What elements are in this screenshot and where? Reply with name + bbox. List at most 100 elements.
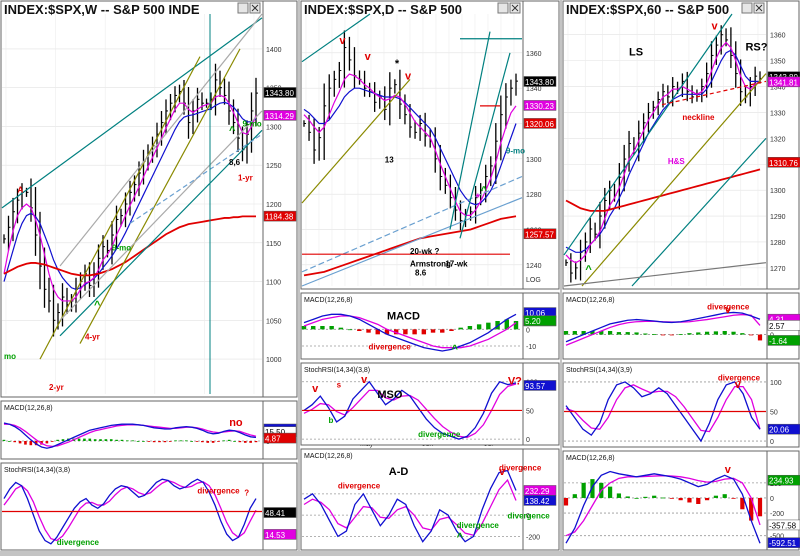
hourly-macd-main-line [565,311,761,343]
daily-macd-histogram-bar [347,329,353,331]
hourly-zoom-button[interactable] [741,2,753,14]
hourly-ad-value-tag: 234.93 [769,477,794,486]
weekly-stoch-pane: 50StochRSI(14,34)(3,8)divergencedivergen… [0,462,298,551]
weekly-macd-value-tag-bg [263,432,297,444]
weekly-macd-histogram-bar [142,441,145,442]
daily-price-annotation: v [405,70,412,82]
hourly-title: INDEX:$SPX,60 -- S&P 500 [566,2,729,17]
daily-macd-histogram-bar [403,329,408,335]
weekly-price-annotation: ^ [94,300,101,312]
weekly-stoch-annotation: ? [244,488,249,497]
weekly-macd-histogram-bar [109,439,113,441]
hourly-macd-annotation: divergence [707,303,750,312]
weekly-price-ytick-label: 1200 [266,202,282,209]
daily-ma-slow-line [303,87,517,206]
weekly-price-ytick-label: 1300 [266,124,282,131]
daily-macd-histogram-bar [311,326,316,330]
daily-price-value-tag: 1257.57 [525,230,554,239]
hourly-close-button[interactable] [753,2,765,14]
close-icon-stroke [251,4,259,12]
weekly-macd-histogram-bar [136,441,140,442]
weekly-macd-histogram-bar [222,440,226,442]
daily-ad-main-line [303,469,517,543]
daily-price-ytick-label: 1340 [526,86,542,93]
hourly-ad-annotation: v [725,464,732,476]
weekly-stoch-main-line [3,478,257,545]
daily-price-annotation: 13 [385,155,394,164]
daily-zoom-button[interactable] [497,2,509,14]
daily-macd-histogram-bar [301,326,307,330]
hourly-ad-histogram-bar [625,496,630,498]
weekly-zoom-button[interactable] [237,2,249,14]
daily-price-value-tag: 1343.80 [525,78,554,87]
daily-macd-histogram-bar [338,327,344,330]
daily-price-annotation: 9-mo [506,147,525,156]
weekly-macd-histogram-bar [45,441,49,444]
weekly-macd-histogram-bar [8,441,11,442]
hourly-macd-histogram-bar [669,334,674,336]
daily-macd-histogram-bar [384,329,390,335]
weekly-price-annotation: ^ [229,125,236,137]
hourly-price-ytick-label: 1320 [770,136,786,143]
daily-stoch-value-tag: 93.57 [525,382,546,391]
daily-close-button[interactable] [509,2,521,14]
hourly-macd-histogram-bar [599,331,604,335]
daily-ad-annotation: v [499,466,506,478]
hourly-ma-red-line [565,168,761,212]
daily-macd-histogram-bar [393,329,399,335]
daily-price-value-tag-bg [523,228,557,240]
daily-price-annotation: 20-wk ? [410,247,439,256]
daily-stoch-annotation: b [328,416,333,425]
hourly-ad-value-tag-bg [767,519,800,531]
daily-lightblue-line [301,197,523,287]
daily-ad-value-tag: 232.29 [525,487,550,496]
daily-teal-top [301,13,371,63]
hourly-teal-lower [631,137,767,287]
weekly-olive-channel-a [39,56,201,360]
daily-stoch-label: StochRSI(14,34)(3,8) [304,367,370,374]
daily-price-annotation: v [365,51,372,63]
weekly-macd-histogram-bar [93,439,97,441]
daily-teal-steep-b [459,52,511,239]
hourly-ad-histogram-bar [572,494,577,498]
hourly-ad-histogram-bar [731,497,736,499]
weekly-macd-histogram-bar [61,439,65,441]
daily-price-ytick-label: 1360 [526,51,542,58]
hourly-macd-histogram-bar [678,334,683,336]
weekly-stoch-value-tag-bg [263,507,297,518]
hourly-stoch-annotation: v [735,379,742,391]
daily-stoch-ytick-label: 50 [526,408,534,415]
weekly-macd-histogram-bar [152,441,156,443]
daily-axis-log-label: LOG [526,277,541,284]
hourly-macd-annotation: v [725,304,732,316]
close-icon-stroke [511,4,519,12]
daily-dashed-line [301,175,523,273]
daily-macd-histogram-bar [329,326,334,330]
hourly-price-ytick-label: 1330 [770,110,786,117]
hourly-ad-histogram-bar [652,495,657,498]
weekly-macd-histogram-bar [249,441,252,443]
daily-macd-histogram-bar [458,327,463,330]
daily-macd-histogram-bar [320,326,325,330]
weekly-macd-histogram-bar [115,439,118,441]
weekly-macd-histogram-bar [179,440,183,442]
weekly-price-axis-bg [262,0,298,398]
hourly-ad-histogram-bar [590,479,595,498]
weekly-close-button[interactable] [249,2,261,14]
daily-macd-histogram-bar [449,329,454,331]
daily-price-axis-bg [522,0,560,290]
hourly-price-annotation: RS? [745,41,767,53]
daily-price-annotation: 8.6 [415,268,427,277]
hourly-ad-histogram-bar [616,493,622,498]
hourly-ad-histogram-bar [713,495,719,498]
daily-ad-signal-line [303,478,517,537]
weekly-price-value-tag-bg [263,210,297,222]
hourly-price-ytick-label: 1340 [770,85,786,92]
hourly-price-plot-bg [562,0,768,290]
weekly-price-value-tag-bg [263,110,297,121]
daily-ad-value-tag-bg [523,495,557,506]
daily-price-ytick-label: 1240 [526,263,542,270]
hourly-price-annotation: neckline [682,113,715,122]
daily-macd-signal-line [303,315,517,349]
